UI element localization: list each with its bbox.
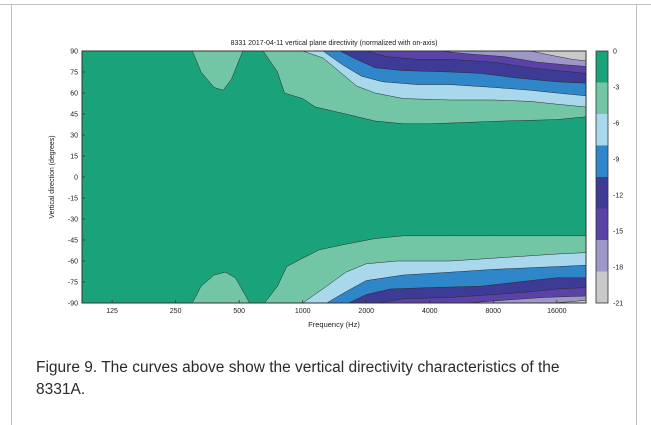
y-tick-label: 60 bbox=[70, 91, 78, 98]
chart-title: 8331 2017-04-11 vertical plane directivi… bbox=[231, 40, 438, 47]
x-tick-label: 2000 bbox=[358, 308, 374, 315]
directivity-contour-chart: 8331 2017-04-11 vertical plane directivi… bbox=[12, 5, 636, 345]
figure-frame-right bbox=[636, 4, 637, 425]
x-tick-label: 4000 bbox=[422, 308, 438, 315]
y-tick-label: -90 bbox=[68, 301, 78, 308]
x-tick-label: 125 bbox=[106, 308, 118, 315]
plot-area bbox=[82, 51, 586, 303]
colorbar-segment bbox=[596, 114, 608, 146]
x-tick-label: 1000 bbox=[295, 308, 311, 315]
x-tick-label: 16000 bbox=[547, 308, 567, 315]
y-tick-label: 30 bbox=[70, 133, 78, 140]
colorbar: 0 -3 -6 -9 -12 -15 -18 -21 bbox=[595, 49, 623, 308]
colorbar-tick-label: -6 bbox=[613, 121, 619, 128]
y-axis-label: Vertical direction (degrees) bbox=[49, 135, 56, 218]
figure-frame-left bbox=[11, 4, 12, 425]
figure-panel: 8331 2017-04-11 vertical plane directivi… bbox=[12, 5, 636, 425]
colorbar-segment bbox=[596, 82, 608, 114]
y-tick-label: 75 bbox=[70, 70, 78, 77]
colorbar-tick-label: -21 bbox=[613, 301, 623, 308]
x-tick-label: 8000 bbox=[485, 308, 501, 315]
colorbar-tick-label: -18 bbox=[613, 265, 623, 272]
colorbar-segment bbox=[596, 208, 608, 240]
y-tick-label: -75 bbox=[68, 280, 78, 287]
colorbar-segment bbox=[596, 177, 608, 209]
colorbar-segment bbox=[596, 51, 608, 83]
y-tick-label: 15 bbox=[70, 154, 78, 161]
colorbar-border bbox=[595, 50, 609, 304]
figure-caption: Figure 9. The curves above show the vert… bbox=[36, 359, 560, 398]
x-tick-label: 250 bbox=[170, 308, 182, 315]
colorbar-tick-label: -15 bbox=[613, 229, 623, 236]
y-tick-label: 90 bbox=[70, 49, 78, 56]
y-tick-label: -60 bbox=[68, 259, 78, 266]
y-axis-ticks: 90 75 60 45 30 15 0 -15 -30 -45 -60 -75 -90 bbox=[68, 49, 85, 308]
x-axis-label: Frequency (Hz) bbox=[308, 320, 360, 329]
colorbar-tick-label: 0 bbox=[613, 49, 617, 56]
contour-region-upper-minus-21 bbox=[530, 51, 586, 62]
colorbar-segment bbox=[596, 240, 608, 272]
y-tick-label: 45 bbox=[70, 112, 78, 119]
colorbar-tick-label: -3 bbox=[613, 85, 619, 92]
x-tick-label: 500 bbox=[233, 308, 245, 315]
y-tick-label: -30 bbox=[68, 217, 78, 224]
y-tick-label: -15 bbox=[68, 196, 78, 203]
colorbar-tick-label: -9 bbox=[613, 157, 619, 164]
y-tick-label: -45 bbox=[68, 238, 78, 245]
contour-region-lower-minus-21 bbox=[550, 299, 586, 303]
colorbar-segment bbox=[596, 271, 608, 303]
y-tick-label: 0 bbox=[74, 175, 78, 182]
colorbar-segment bbox=[596, 145, 608, 177]
x-axis-ticks: 125 250 500 1000 2000 4000 8000 16000 bbox=[106, 300, 567, 315]
figure-frame-top bbox=[0, 4, 651, 5]
colorbar-tick-label: -12 bbox=[613, 193, 623, 200]
